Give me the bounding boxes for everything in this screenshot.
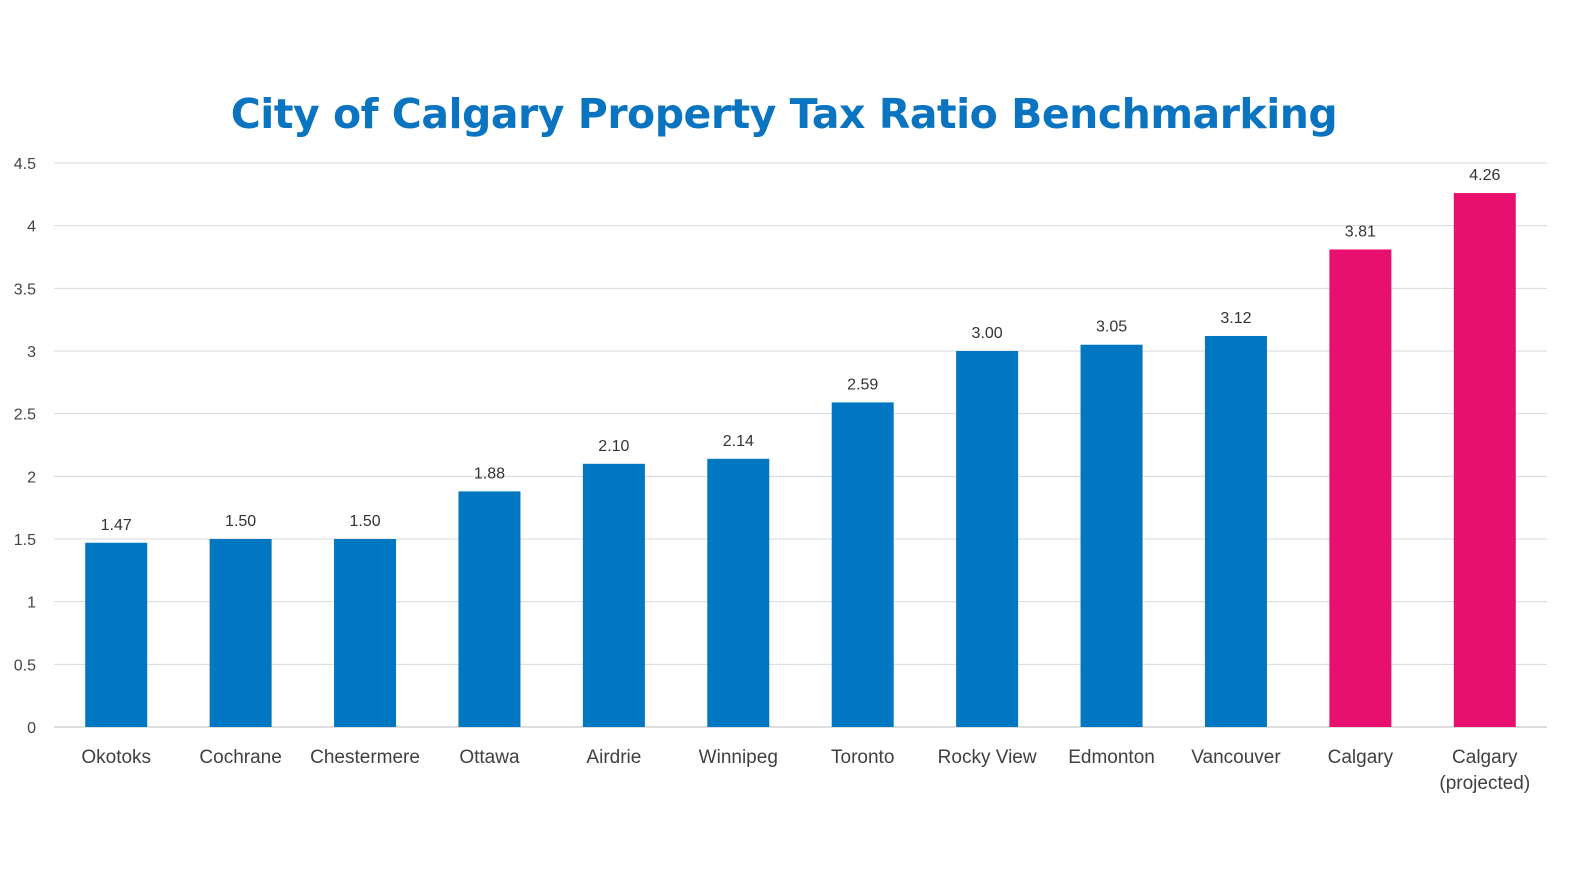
y-tick-label: 3 (27, 344, 36, 361)
data-label: 2.10 (598, 438, 629, 455)
data-label: 2.14 (723, 433, 754, 450)
bar (209, 539, 272, 727)
bar (956, 351, 1019, 727)
x-tick-label: Vancouver (1191, 747, 1281, 768)
y-tick-label: 3.5 (14, 281, 36, 298)
x-tick-label: Toronto (831, 747, 894, 768)
y-tick-label: 2 (27, 469, 36, 486)
data-label: 1.47 (101, 517, 132, 534)
bar (1453, 193, 1516, 727)
data-label: 3.05 (1096, 319, 1127, 336)
y-tick-label: 1 (27, 595, 36, 612)
x-tick-label: Rocky View (938, 747, 1037, 768)
bar (582, 463, 645, 727)
y-tick-label: 4.5 (14, 156, 36, 173)
x-tick-label: Okotoks (81, 747, 151, 768)
data-label: 4.26 (1469, 167, 1500, 184)
data-label: 1.50 (349, 513, 380, 530)
chart-title: City of Calgary Property Tax Ratio Bench… (230, 90, 1338, 138)
y-tick-label: 4 (27, 219, 36, 236)
y-tick-label: 0.5 (14, 657, 36, 674)
x-tick-label: Ottawa (459, 747, 520, 768)
x-tick-label: Chestermere (310, 747, 420, 768)
x-tick-label: Airdrie (586, 747, 641, 768)
x-tick-label: Calgary (1328, 747, 1394, 768)
x-tick-label: Winnipeg (699, 747, 778, 768)
data-label: 3.00 (972, 325, 1003, 342)
data-label: 3.81 (1345, 223, 1376, 240)
bar (1204, 335, 1267, 727)
y-tick-label: 1.5 (14, 532, 36, 549)
bar (458, 491, 521, 727)
x-tick-label: Edmonton (1068, 747, 1155, 768)
data-label: 2.59 (847, 376, 878, 393)
bar (334, 539, 397, 727)
data-label: 3.12 (1220, 310, 1251, 327)
y-tick-label: 0 (27, 720, 36, 737)
bar (85, 542, 148, 727)
bar (831, 402, 894, 727)
x-tick-label: Calgary (projected) (1439, 747, 1530, 794)
bar (1080, 344, 1143, 727)
y-tick-label: 2.5 (14, 407, 36, 424)
x-tick-label: Cochrane (199, 747, 281, 768)
bar (1329, 249, 1392, 728)
data-label: 1.50 (225, 513, 256, 530)
data-label: 1.88 (474, 465, 505, 482)
bar (707, 458, 770, 727)
